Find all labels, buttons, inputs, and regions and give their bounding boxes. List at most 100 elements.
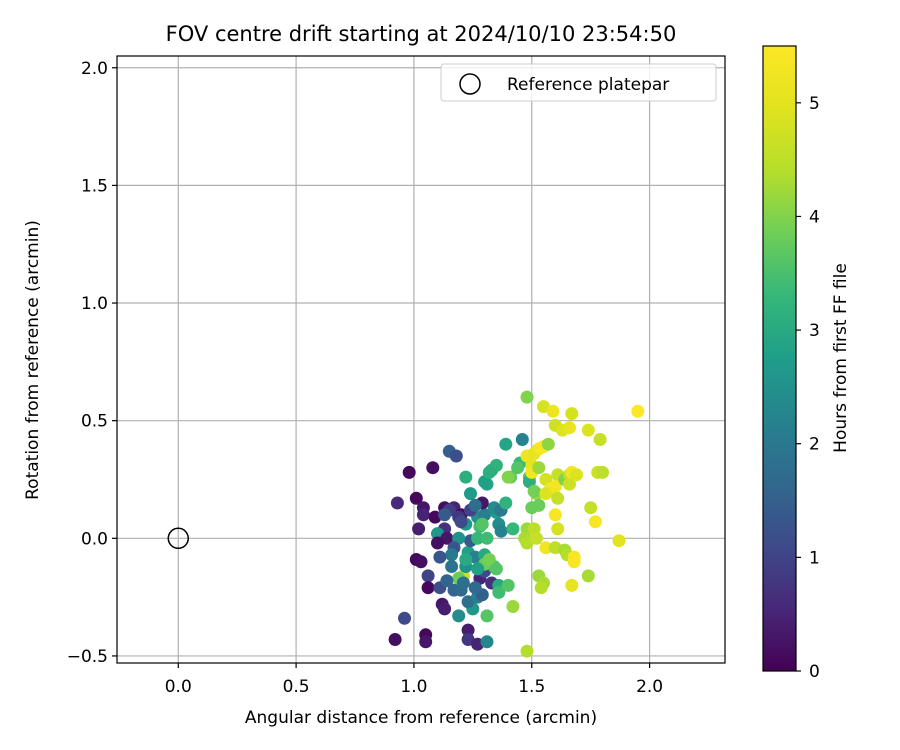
data-point	[539, 487, 553, 501]
data-point	[421, 581, 435, 595]
data-point	[593, 433, 607, 446]
data-point	[548, 480, 562, 493]
y-tick-label: 0.0	[81, 529, 108, 549]
data-point	[612, 534, 626, 548]
colorbar-gradient	[762, 45, 797, 672]
data-point	[456, 576, 470, 590]
data-point	[520, 644, 534, 658]
data-point	[567, 555, 581, 569]
data-point	[475, 517, 489, 531]
data-point	[459, 470, 473, 484]
data-point	[563, 477, 576, 491]
data-point	[515, 433, 529, 446]
x-tick-label: 2.0	[636, 677, 663, 697]
data-point	[468, 581, 482, 595]
data-point	[454, 515, 468, 529]
data-point	[527, 484, 541, 498]
data-point	[421, 569, 435, 583]
data-point	[520, 390, 534, 404]
data-point	[412, 522, 426, 536]
data-point	[489, 562, 503, 576]
y-tick-label: 0.5	[81, 412, 108, 432]
data-point	[532, 461, 546, 475]
data-point	[419, 635, 433, 649]
data-point	[464, 487, 477, 501]
legend-entry: Reference platepar	[507, 75, 669, 95]
data-point	[398, 611, 411, 625]
data-point	[551, 522, 565, 536]
data-point	[581, 569, 595, 583]
y-tick-label: 2.0	[81, 59, 108, 79]
x-tick-label: 0.0	[165, 677, 192, 697]
y-axis-ticks: −0.5 0.0 0.5 1.0 1.5 2.0	[67, 59, 117, 667]
data-point	[506, 522, 520, 536]
data-point	[501, 470, 515, 484]
data-point	[534, 581, 548, 595]
legend-box	[440, 63, 717, 102]
data-point	[532, 498, 546, 512]
data-point	[492, 585, 506, 599]
data-point	[459, 553, 473, 566]
data-point	[449, 449, 463, 463]
data-point	[494, 524, 508, 538]
data-point	[539, 541, 553, 555]
data-point	[570, 468, 583, 482]
reference-platepar-marker	[167, 527, 190, 550]
data-point	[584, 501, 598, 515]
legend-marker-icon	[459, 73, 481, 95]
data-point	[468, 498, 482, 512]
data-point	[445, 560, 459, 573]
colorbar-tick-label: 5	[809, 94, 820, 114]
y-axis-label: Rotation from reference (arcmin)	[23, 220, 43, 500]
data-point	[426, 461, 440, 475]
data-point	[631, 404, 645, 418]
x-axis-ticks: 0.0 0.5 1.0 1.5 2.0	[165, 663, 663, 697]
data-point	[433, 550, 447, 564]
data-point	[452, 609, 466, 623]
data-point	[390, 496, 404, 510]
colorbar-tick-label: 2	[809, 435, 820, 455]
data-point	[588, 515, 602, 529]
colorbar-ticks: 0 1 2 3 4 5	[796, 94, 820, 682]
y-tick-label: 1.0	[81, 294, 108, 314]
plot-frame	[116, 55, 726, 664]
colorbar-tick-label: 0	[809, 662, 820, 682]
data-point	[409, 491, 423, 505]
data-point	[445, 548, 459, 562]
data-point	[431, 536, 444, 550]
data-point	[414, 555, 428, 569]
y-tick-label: −0.5	[67, 647, 108, 667]
data-point	[506, 600, 520, 613]
legend: Reference platepar	[440, 63, 717, 102]
data-point	[440, 574, 454, 588]
data-point	[546, 404, 560, 418]
data-point	[388, 633, 402, 646]
data-point	[499, 496, 513, 510]
x-tick-label: 1.5	[518, 677, 545, 697]
x-axis-label: Angular distance from reference (arcmin)	[245, 708, 597, 728]
data-point	[480, 635, 494, 649]
data-point	[480, 609, 494, 623]
data-point	[438, 508, 452, 522]
colorbar-label: Hours from first FF file	[831, 263, 851, 453]
chart-title: FOV centre drift starting at 2024/10/10 …	[166, 22, 677, 46]
data-point	[499, 437, 513, 451]
data-point	[416, 508, 430, 522]
data-point	[482, 465, 496, 479]
data-point	[471, 531, 485, 545]
data-point	[482, 553, 496, 566]
x-tick-label: 1.0	[400, 677, 427, 697]
data-point	[530, 531, 543, 545]
data-point	[551, 491, 565, 505]
data-point	[461, 623, 475, 637]
data-point	[471, 562, 485, 576]
colorbar: 0 1 2 3 4 5 Hours from first FF file	[762, 45, 851, 682]
colorbar-tick-label: 3	[809, 321, 820, 341]
data-point	[563, 421, 576, 435]
data-point	[438, 602, 452, 616]
y-tick-label: 1.5	[81, 176, 108, 196]
colorbar-tick-label: 1	[809, 548, 820, 568]
data-point	[501, 578, 515, 592]
data-point	[480, 531, 494, 545]
